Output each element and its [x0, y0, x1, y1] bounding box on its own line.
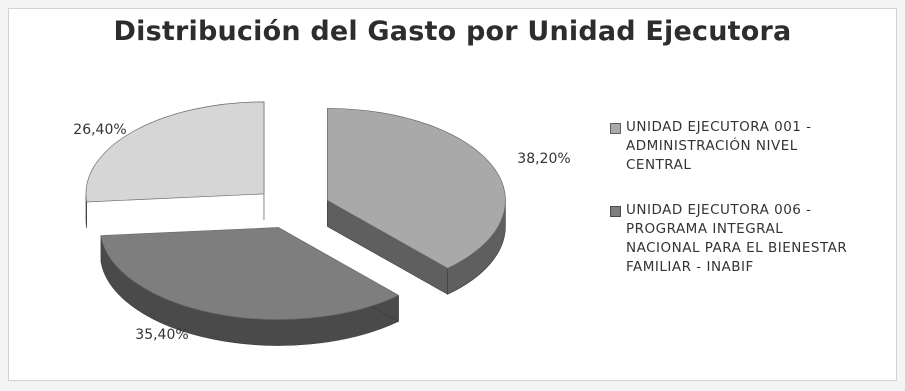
legend-item-2: UNIDAD EJECUTORA 006 - PROGRAMA INTEGRAL… — [610, 201, 850, 277]
slice-tops — [85, 101, 506, 320]
data-label-1: 38,20% — [517, 151, 570, 167]
legend-swatch-2 — [610, 206, 621, 217]
chart-title: Distribución del Gasto por Unidad Ejecut… — [113, 16, 792, 47]
legend-label-2: UNIDAD EJECUTORA 006 - PROGRAMA INTEGRAL… — [626, 202, 848, 275]
data-labels: 38,20% 35,40% 26,40% — [73, 122, 570, 343]
legend-swatch-1 — [610, 123, 621, 134]
pie-slice-2 — [100, 227, 400, 320]
data-label-3: 26,40% — [73, 122, 126, 138]
legend: UNIDAD EJECUTORA 001 - ADMINISTRACIÓN NI… — [610, 118, 850, 277]
data-label-2: 35,40% — [135, 327, 188, 343]
pie-slice-1 — [327, 108, 506, 269]
pie-slice-3 — [85, 101, 265, 203]
legend-label-1: UNIDAD EJECUTORA 001 - ADMINISTRACIÓN NI… — [626, 119, 812, 173]
legend-item-1: UNIDAD EJECUTORA 001 - ADMINISTRACIÓN NI… — [610, 118, 850, 175]
